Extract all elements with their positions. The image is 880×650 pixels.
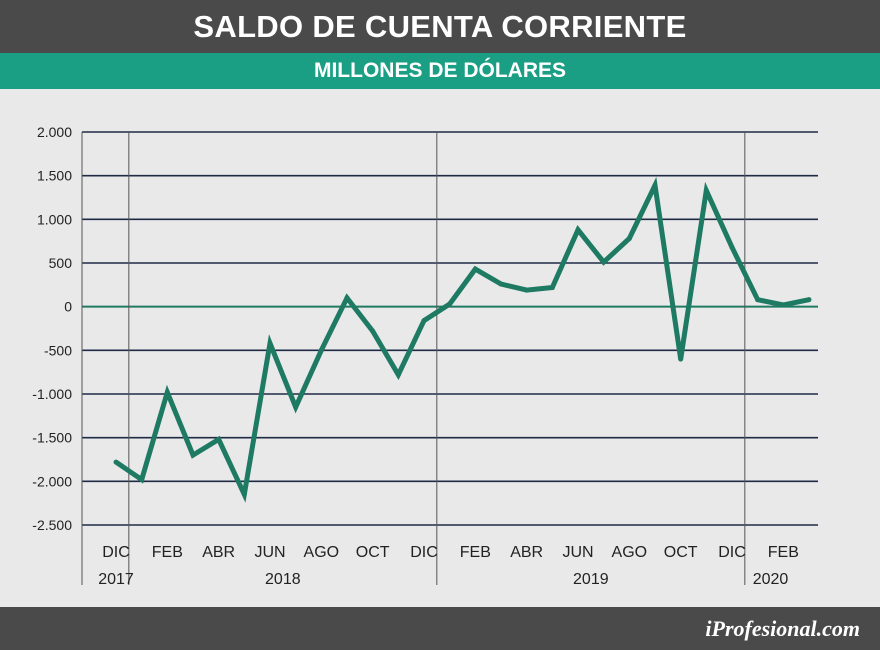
data-point [806,297,812,303]
x-year-label: 2017 [98,571,134,588]
data-point [447,301,453,307]
y-tick-label: -1.500 [32,430,72,446]
line-chart: 2.000 1.500 1.000 500 0 -500 -1.000 -1.500 -2.00… [32,124,818,588]
y-tick-label: 1.500 [37,168,72,184]
data-point [164,389,170,395]
data-point [267,340,273,346]
x-month-label: DIC [718,544,746,561]
x-year-label: 2019 [573,571,609,588]
data-point [241,491,247,497]
y-tick-label: 1.000 [37,211,72,227]
data-point [780,302,786,308]
data-point [139,477,145,483]
y-tick-label: 2.000 [37,124,72,140]
data-point [421,318,427,324]
data-point [293,404,299,410]
data-point [370,328,376,334]
x-month-label: OCT [664,544,698,561]
chart-title: SALDO DE CUENTA CORRIENTE [0,0,880,53]
x-month-label: ABR [202,544,235,561]
y-tick-label: -2.000 [32,473,72,489]
y-tick-label: -1.000 [32,386,72,402]
data-point [344,295,350,301]
data-point [318,347,324,353]
x-month-label: OCT [356,544,390,561]
chart-area: 2.000 1.500 1.000 500 0 -500 -1.000 -1.500 -2.00… [0,89,880,607]
chart-subtitle: MILLONES DE DÓLARES [0,53,880,89]
data-point [652,182,658,188]
data-point [575,227,581,233]
y-tick-label: 500 [49,255,73,271]
x-month-label: FEB [768,544,799,561]
data-point [190,452,196,458]
x-month-label: FEB [460,544,491,561]
data-point [216,436,222,442]
x-year-label: 2020 [753,571,789,588]
x-year-label: 2018 [265,571,301,588]
data-point [113,459,119,465]
x-month-label: AGO [304,544,340,561]
y-tick-label: -2.500 [32,517,72,533]
series-line [114,176,810,503]
brand-logo: iProfesional.com [705,616,860,641]
x-month-label: ABR [510,544,543,561]
data-point [524,287,530,293]
data-point [601,259,607,265]
footer: iProfesional.com [0,607,880,650]
data-point [729,244,735,250]
x-month-label: DIC [410,544,438,561]
data-point [472,266,478,272]
y-tick-label: -500 [44,342,72,358]
x-month-label: DIC [102,544,130,561]
data-point [498,281,504,287]
y-tick-label: 0 [64,299,72,315]
x-month-label: JUN [254,544,285,561]
x-month-label: FEB [152,544,183,561]
data-point [395,372,401,378]
data-point [626,236,632,242]
x-month-label: AGO [612,544,648,561]
data-point [755,297,761,303]
data-point [703,188,709,194]
x-month-label: JUN [562,544,593,561]
data-point [549,284,555,290]
data-point [678,356,684,362]
